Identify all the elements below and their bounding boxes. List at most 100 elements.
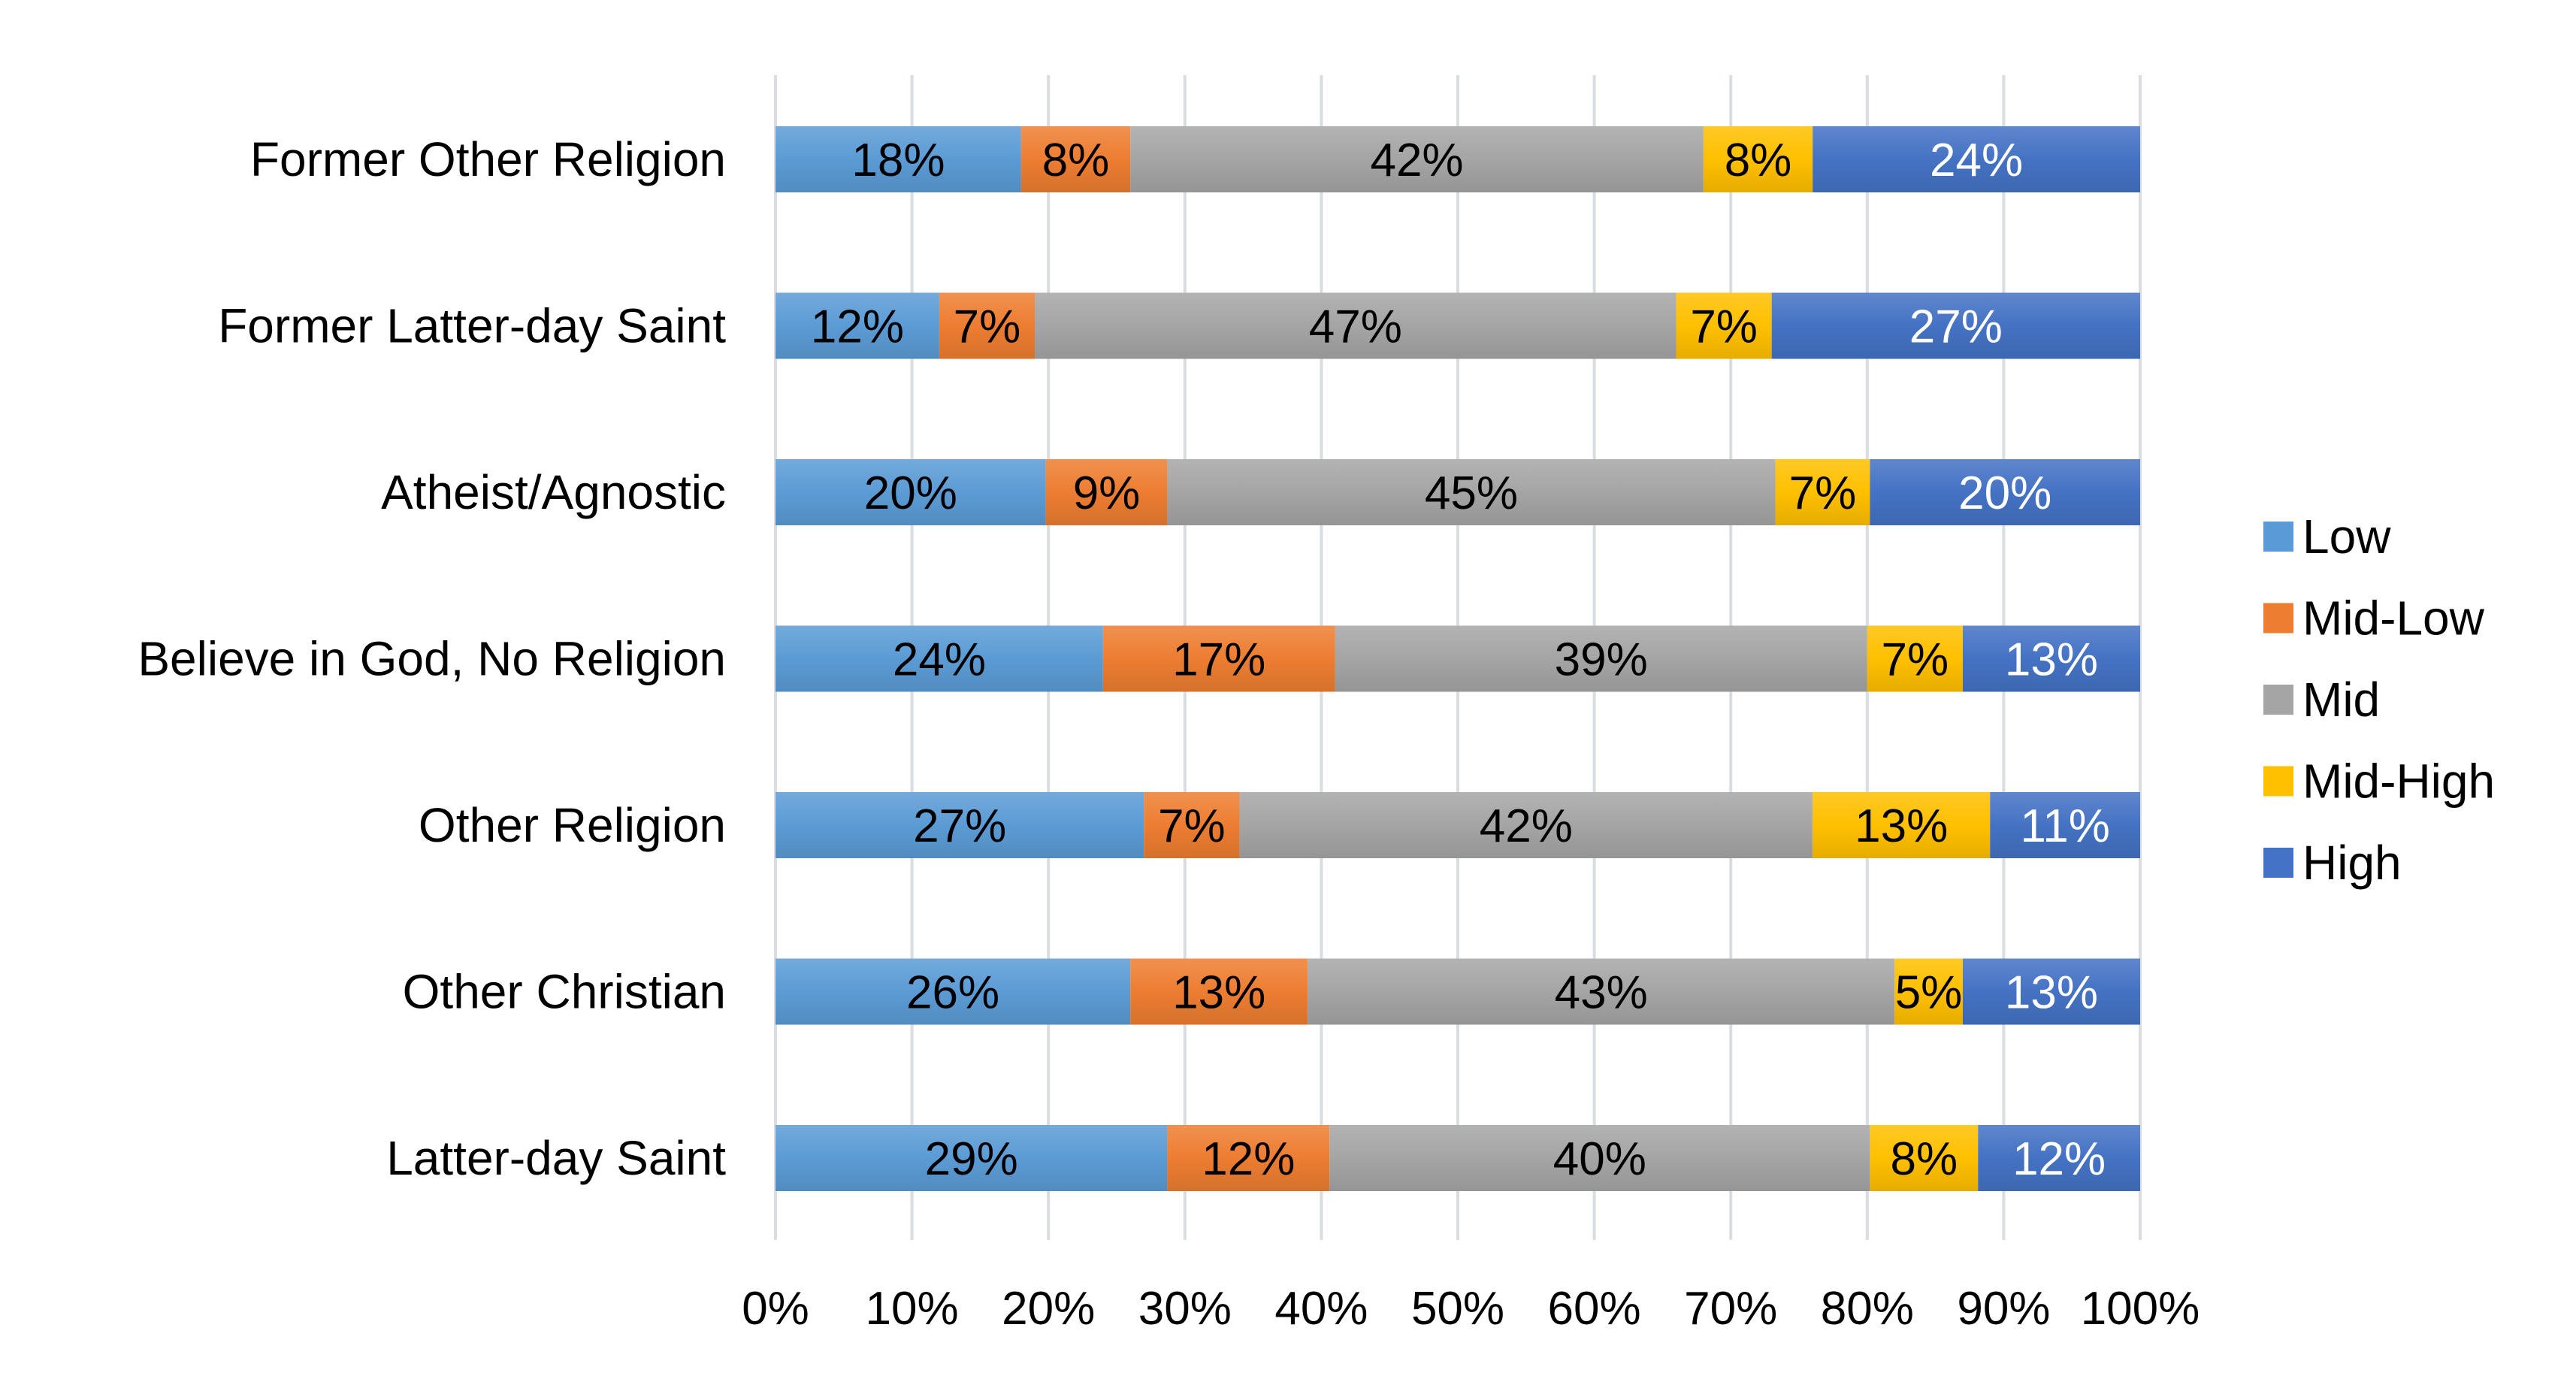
data-label: 11% (2020, 800, 2110, 852)
data-label: 40% (1553, 1133, 1646, 1185)
data-label: 8% (1725, 135, 1792, 186)
legend: Low Mid-Low Mid Mid-High High (2263, 510, 2495, 890)
bar-segment-high (1870, 459, 2140, 525)
bar-segment-mid (1329, 1125, 1870, 1191)
data-label: 29% (925, 1133, 1018, 1185)
bar-segment-high (1771, 292, 2140, 359)
data-label: 18% (851, 135, 945, 186)
bar-segment-mid-high (1813, 792, 1991, 858)
data-label: 42% (1480, 800, 1573, 852)
bar-segment-high (1962, 958, 2140, 1025)
data-label: 12% (811, 301, 904, 353)
bar-row: 20% 9% 45% 7% 20% (776, 459, 2140, 525)
data-label: 8% (1891, 1133, 1958, 1185)
bar-segment-mid (1335, 625, 1867, 692)
x-tick-label: 0% (742, 1283, 809, 1335)
bar-segment-mid-high (1775, 459, 1870, 525)
bar-segment-mid-high (1870, 1125, 1979, 1191)
x-tick-label: 100% (2081, 1283, 2200, 1335)
data-label: 27% (1909, 301, 2003, 353)
x-tick-label: 70% (1684, 1283, 1777, 1335)
bar-segment-mid (1130, 126, 1704, 192)
bar-row: 26% 13% 43% 5% 13% (776, 958, 2140, 1025)
category-label: Former Latter-day Saint (218, 299, 726, 353)
bar-row: 18% 8% 42% 8% 24% (776, 126, 2140, 192)
bar-segment-low (776, 126, 1021, 192)
x-tick-label: 80% (1821, 1283, 1914, 1335)
bar-segment-mid-low (1130, 958, 1308, 1025)
category-label: Other Christian (403, 965, 726, 1019)
bars: 18% 8% 42% 8% 24%12% 7% 47% 7% 27%20% 9% 45% 7% 20%2… (776, 126, 2140, 1191)
bar-segment-low (776, 625, 1103, 692)
bar-segment-mid-high (1867, 625, 1963, 692)
data-label: 8% (1042, 135, 1110, 186)
data-label: 7% (1158, 800, 1226, 852)
data-label: 7% (954, 301, 1021, 353)
data-label: 7% (1882, 634, 1949, 686)
data-label: 7% (1789, 467, 1857, 519)
x-tick-label: 50% (1411, 1283, 1504, 1335)
category-label: Latter-day Saint (386, 1131, 726, 1185)
data-label: 13% (1172, 967, 1265, 1019)
data-label: 45% (1425, 467, 1518, 519)
bar-segment-low (776, 1125, 1168, 1191)
data-label: 13% (1855, 800, 1948, 852)
bar-row: 12% 7% 47% 7% 27% (776, 292, 2140, 359)
data-label: 43% (1555, 967, 1648, 1019)
category-label: Former Other Religion (250, 132, 726, 186)
data-label: 7% (1690, 301, 1758, 353)
data-label: 42% (1370, 135, 1463, 186)
x-tick-label: 40% (1274, 1283, 1368, 1335)
bar-segment-mid-low (1167, 1125, 1330, 1191)
bar-segment-mid (1239, 792, 1813, 858)
bar-segment-high (1813, 126, 2140, 192)
data-label: 26% (906, 967, 999, 1019)
data-label: 20% (864, 467, 957, 519)
legend-label: Low (2302, 510, 2391, 564)
data-label: 12% (1202, 1133, 1295, 1185)
legend-swatch (2263, 522, 2293, 552)
data-label: 24% (893, 634, 986, 686)
data-label: 20% (1958, 467, 2051, 519)
data-label: 39% (1555, 634, 1648, 686)
legend-swatch (2263, 766, 2293, 797)
bar-segment-mid-high (1894, 958, 1963, 1025)
bar-row: 29% 12% 40% 8% 12% (776, 1125, 2140, 1191)
data-label: 13% (2005, 967, 2098, 1019)
bar-segment-mid-low (1045, 459, 1168, 525)
bar-segment-mid (1167, 459, 1776, 525)
bar-segment-low (776, 958, 1131, 1025)
data-label: 27% (913, 800, 1006, 852)
data-label: 9% (1073, 467, 1141, 519)
legend-swatch (2263, 603, 2293, 634)
legend-label: Mid-High (2302, 755, 2495, 809)
bar-segment-low (776, 792, 1144, 858)
data-label: 47% (1309, 301, 1402, 353)
category-labels: Former Other Religion Former Latter-day S… (138, 132, 726, 1185)
bar-segment-mid-low (1020, 126, 1131, 192)
bar-row: 27% 7% 42% 13% 11% (776, 792, 2140, 858)
bar-segment-mid-high (1676, 292, 1772, 359)
bar-segment-low (776, 292, 939, 359)
x-tick-label: 30% (1138, 1283, 1232, 1335)
bar-segment-high (1978, 1125, 2140, 1191)
x-tick-label: 90% (1957, 1283, 2050, 1335)
category-label: Other Religion (419, 798, 726, 852)
bar-segment-mid-low (1102, 625, 1335, 692)
data-label: 13% (2005, 634, 2098, 686)
legend-swatch (2263, 685, 2293, 715)
data-label: 12% (2012, 1133, 2106, 1185)
bar-segment-low (776, 459, 1046, 525)
x-tick-label: 10% (866, 1283, 959, 1335)
bar-row: 24% 17% 39% 7% 13% (776, 625, 2140, 692)
bar-segment-high (1962, 625, 2140, 692)
bar-segment-mid (1035, 292, 1677, 359)
data-label: 17% (1172, 634, 1265, 686)
x-axis-ticks: 0% 10% 20% 30% 40% 50% 60% 70% 80% 90% 100% (742, 1283, 2200, 1335)
legend-swatch (2263, 848, 2293, 878)
x-tick-label: 60% (1548, 1283, 1641, 1335)
bar-segment-mid-high (1703, 126, 1813, 192)
data-label: 5% (1895, 967, 1963, 1019)
bar-segment-mid-low (1144, 792, 1240, 858)
